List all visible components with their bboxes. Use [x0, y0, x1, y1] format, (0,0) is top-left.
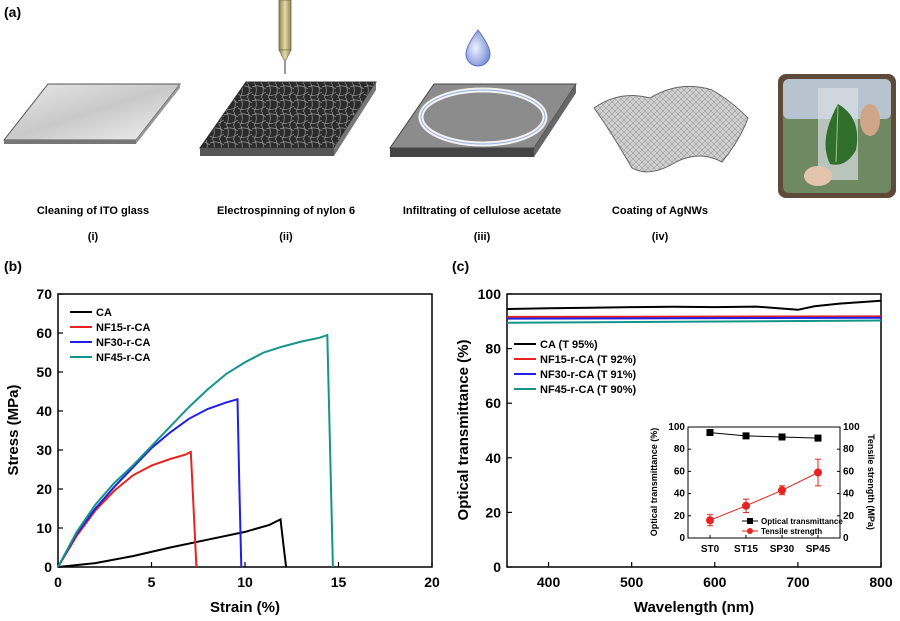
legend-label-0: CA — [96, 307, 112, 319]
y-tick-label: 60 — [485, 395, 501, 411]
inset-y2-tick-label: 60 — [843, 466, 855, 477]
inset-y2-tick-label: 100 — [843, 422, 860, 433]
inset-point-square — [814, 434, 822, 442]
x-tick-label: 20 — [424, 574, 440, 590]
step-num-2: (ii) — [279, 231, 293, 243]
step-caption-2: Electrospinning of nylon 6 — [216, 205, 356, 217]
inset-y2-tick-label: 40 — [843, 489, 855, 500]
y-tick-label: 40 — [36, 403, 52, 419]
legend-label-1: NF15-r-CA (T 92%) — [540, 354, 636, 366]
inset-point-circle — [778, 486, 786, 495]
electrospinning-illustration — [199, 0, 377, 156]
x-axis-label: Strain (%) — [210, 599, 280, 616]
process-illustrations — [2, 0, 896, 198]
series-line-1 — [506, 315, 882, 318]
y-tick-label: 70 — [36, 286, 52, 302]
y-tick-label: 50 — [36, 364, 52, 380]
series-line-0 — [57, 517, 288, 568]
plot-frame — [506, 293, 882, 568]
series-line-2 — [506, 316, 882, 320]
x-tick-label: 700 — [786, 574, 810, 590]
y-axis-label: Stress (MPa) — [5, 385, 22, 476]
series-line-0 — [506, 299, 882, 311]
inset-y2-tick-label: 0 — [843, 533, 849, 544]
inset-x-tick-label: SP30 — [770, 544, 795, 555]
series-line-3 — [57, 333, 334, 568]
step-caption-4: Coating of AgNWs — [611, 205, 709, 217]
x-tick-label: 800 — [869, 574, 893, 590]
inset-x-tick-label: ST15 — [734, 544, 758, 555]
inset-y-tick-label: 0 — [679, 533, 685, 544]
series-line-2 — [57, 397, 243, 568]
inset-legend-label-1: Tensile strength — [761, 527, 822, 536]
inset-point-square — [778, 433, 786, 441]
x-axis-label: Wavelength (nm) — [634, 599, 754, 616]
agnw-film-illustration — [593, 85, 749, 173]
inset-point-square — [706, 429, 714, 437]
step-num-1: (i) — [87, 231, 99, 243]
inset-series-line-1 — [709, 472, 819, 521]
inset-x-tick-label: ST0 — [701, 544, 720, 555]
inset-point-circle — [814, 468, 822, 477]
step-caption-1: Cleaning of ITO glass — [36, 205, 150, 217]
legend-label-2: NF30-r-CA (T 91%) — [540, 369, 636, 381]
inset-series-line-0 — [709, 432, 819, 439]
panel-label-b: (b) — [4, 258, 22, 274]
inset-y2-tick-label: 20 — [843, 511, 855, 522]
panel-label-a: (a) — [4, 4, 22, 20]
y-tick-label: 100 — [478, 286, 502, 302]
inset-right-axis-label: Tensile strength (MPa) — [866, 434, 876, 530]
x-tick-label: 0 — [54, 574, 62, 590]
inset-legend-marker-0 — [747, 518, 753, 524]
x-tick-label: 400 — [537, 574, 561, 590]
y-tick-label: 0 — [44, 559, 52, 575]
plot-frame — [57, 293, 433, 568]
step-num-3: (iii) — [473, 231, 491, 243]
legend-label-3: NF45-r-CA — [96, 352, 150, 364]
inset-y-tick-label: 60 — [674, 466, 686, 477]
x-tick-label: 500 — [620, 574, 644, 590]
legend-label-2: NF30-r-CA — [96, 337, 150, 349]
x-tick-label: 600 — [703, 574, 727, 590]
inset-y-tick-label: 80 — [674, 444, 686, 455]
inset-y2-tick-label: 80 — [843, 444, 855, 455]
x-tick-label: 15 — [331, 574, 347, 590]
legend-label-3: NF45-r-CA (T 90%) — [540, 384, 636, 396]
series-line-3 — [506, 319, 882, 324]
legend-label-1: NF15-r-CA — [96, 322, 150, 334]
sample-photo — [778, 74, 896, 198]
infiltration-illustration — [389, 29, 577, 157]
inset-legend-marker-1 — [747, 528, 753, 534]
step-caption-3: Infiltrating of cellulose acetate — [402, 205, 562, 217]
y-tick-label: 20 — [36, 481, 52, 497]
inset-y-tick-label: 40 — [674, 489, 686, 500]
series-line-1 — [57, 450, 198, 568]
stress-strain-chart: 0 5 10 15 20 0 10 20 30 40 50 60 70 CA NF15-r-CA NF30-… — [5, 286, 440, 616]
y-tick-label: 0 — [493, 559, 501, 575]
inset-y-tick-label: 20 — [674, 511, 686, 522]
y-tick-label: 40 — [485, 450, 501, 466]
y-axis-label: Optical transmittance (%) — [455, 340, 472, 521]
inset-x-tick-label: SP45 — [806, 544, 831, 555]
inset-point-circle — [742, 501, 750, 510]
y-tick-label: 20 — [485, 504, 501, 520]
inset-left-axis-label: Optical transmittance (%) — [649, 428, 659, 537]
y-tick-label: 30 — [36, 442, 52, 458]
y-tick-label: 80 — [485, 341, 501, 357]
x-tick-label: 5 — [148, 574, 156, 590]
y-tick-label: 60 — [36, 325, 52, 341]
inset-legend-label-0: Optical transmittance — [761, 517, 843, 526]
inset-point-square — [742, 432, 750, 440]
x-tick-label: 10 — [237, 574, 253, 590]
y-tick-label: 10 — [36, 520, 52, 536]
inset-y-tick-label: 100 — [668, 422, 685, 433]
ito-glass-illustration — [2, 83, 182, 144]
legend-label-0: CA (T 95%) — [540, 339, 598, 351]
step-num-4: (iv) — [651, 231, 669, 243]
panel-label-c: (c) — [452, 258, 470, 274]
inset-point-circle — [706, 516, 714, 525]
